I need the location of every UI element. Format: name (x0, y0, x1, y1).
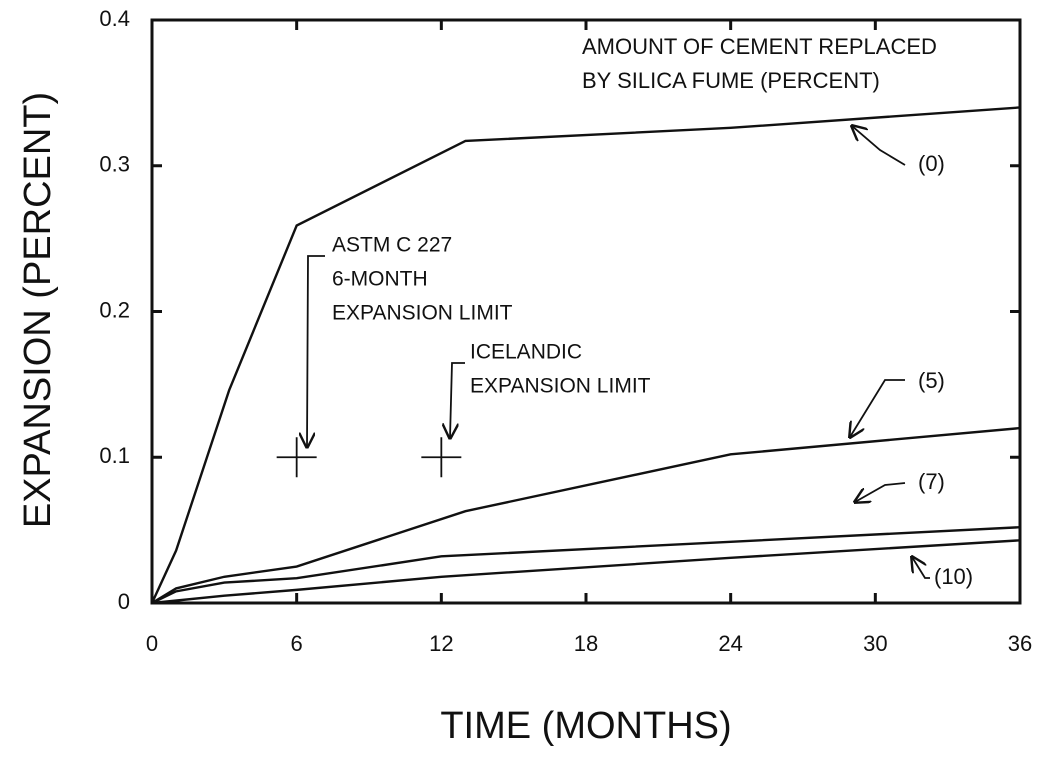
plot-frame (150, 18, 1022, 605)
leader-arrow (852, 126, 906, 166)
limit-label: ICELANDIC (470, 341, 582, 364)
limit-cross (421, 437, 462, 478)
y-tick-label: 0.4 (99, 6, 130, 31)
x-tick-label: 24 (718, 631, 742, 656)
series-label: (7) (918, 469, 945, 494)
y-tick-label: 0 (118, 589, 130, 614)
series-label: (10) (934, 564, 973, 589)
y-tick-label: 0.2 (99, 297, 130, 322)
x-tick-label: 0 (146, 631, 158, 656)
legend-title: BY SILICA FUME (PERCENT) (582, 68, 880, 93)
leader-arrow (855, 482, 906, 502)
x-tick-label: 30 (863, 631, 887, 656)
x-tick-label: 12 (429, 631, 453, 656)
leader-arrow (307, 255, 325, 447)
x-tick-label: 6 (291, 631, 303, 656)
limit-label: EXPANSION LIMIT (470, 375, 651, 398)
limit-label: ASTM C 227 (332, 234, 452, 257)
series-label: (0) (918, 151, 945, 176)
series-line (150, 106, 1021, 604)
series-label: (5) (918, 368, 945, 393)
limit-cross (276, 437, 317, 478)
y-tick-label: 0.1 (99, 443, 130, 468)
y-tick-label: 0.3 (99, 152, 130, 177)
x-axis-label: TIME (MONTHS) (440, 705, 731, 747)
x-tick-label: 36 (1008, 631, 1032, 656)
limit-label: EXPANSION LIMIT (332, 302, 513, 325)
leader-arrow (850, 379, 905, 437)
series-line (151, 526, 1021, 605)
series-line (151, 539, 1021, 605)
legend-title: AMOUNT OF CEMENT REPLACED (582, 34, 937, 59)
series-line (151, 426, 1021, 605)
leader-arrow (912, 557, 930, 579)
x-tick-label: 18 (574, 631, 598, 656)
limit-label: 6-MONTH (332, 268, 428, 291)
y-axis-label: EXPANSION (PERCENT) (17, 92, 59, 528)
leader-arrow (450, 362, 465, 438)
